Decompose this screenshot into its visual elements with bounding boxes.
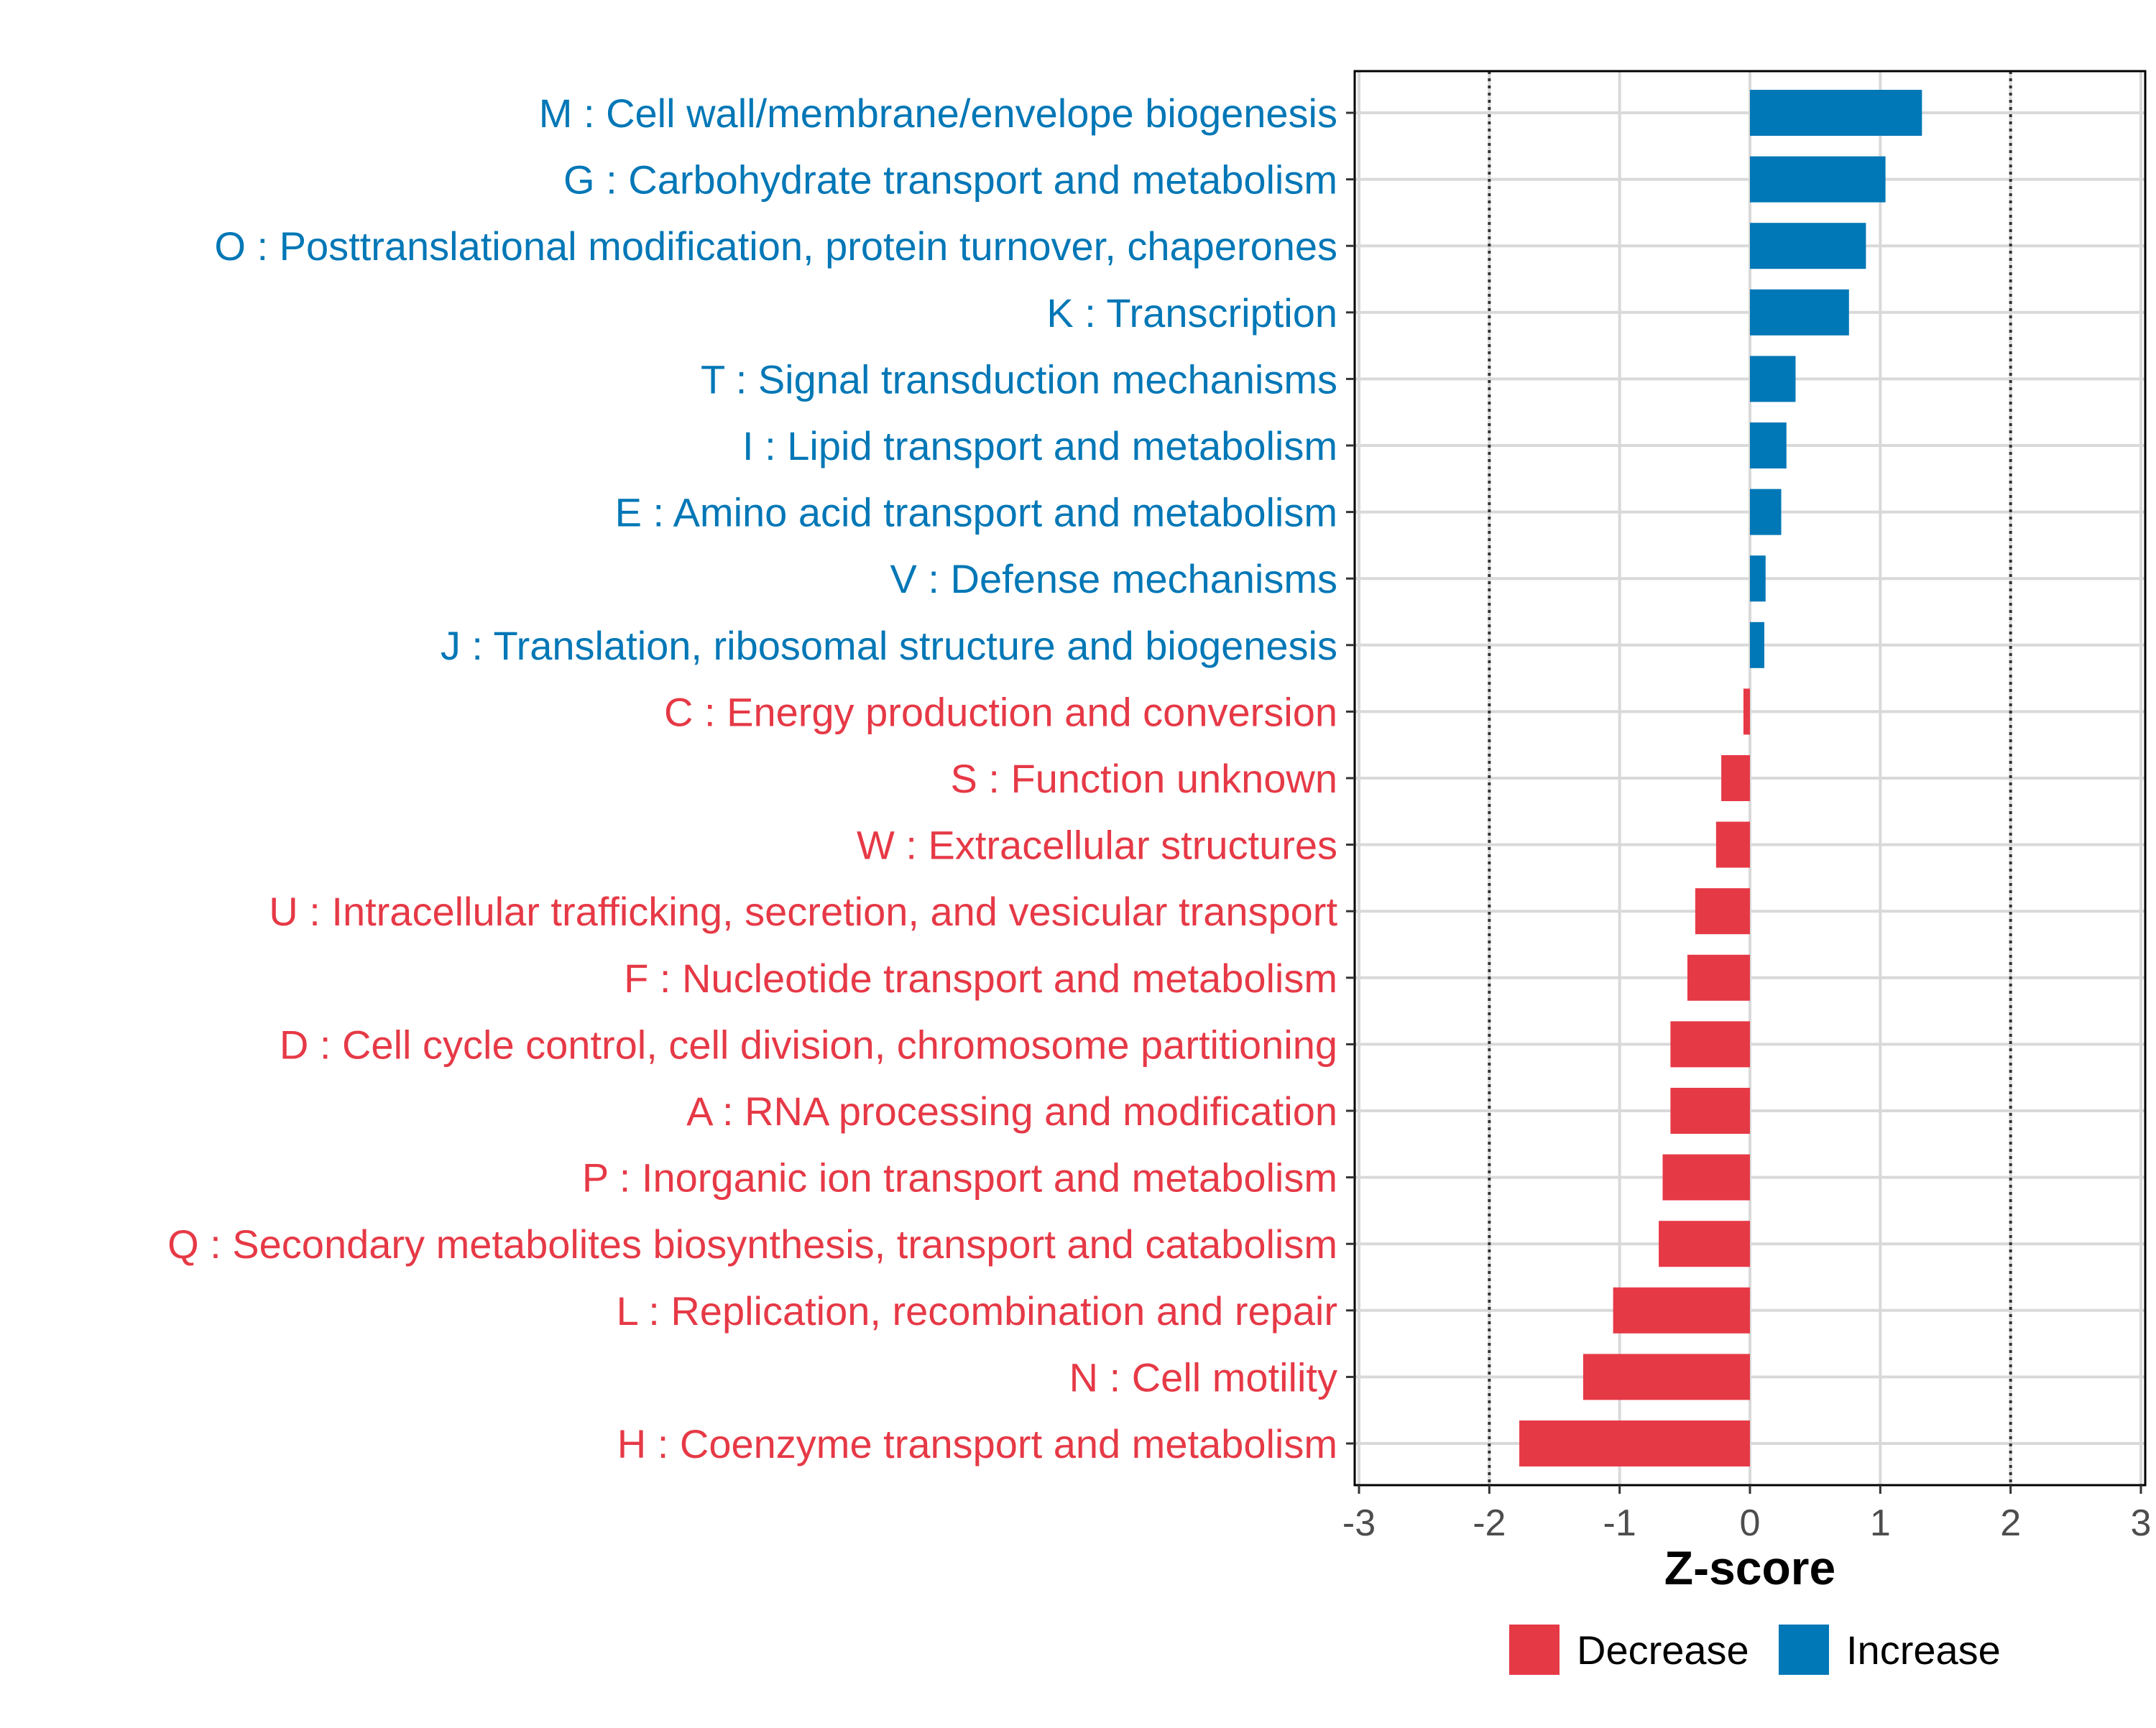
category-label: Q : Secondary metabolites biosynthesis, … [167,1221,1337,1267]
reference-lines [1488,71,2012,1485]
bar [1613,1287,1750,1334]
category-label: I : Lipid transport and metabolism [742,423,1337,468]
x-tick-label: 0 [1740,1502,1761,1544]
bar [1750,422,1787,468]
category-label: F : Nucleotide transport and metabolism [624,956,1337,1001]
category-label: K : Transcription [1046,290,1337,336]
bars [1519,90,1922,1466]
bar [1750,622,1764,668]
bar [1670,1088,1750,1134]
bar [1721,755,1750,801]
y-axis-ticks [1346,111,1355,1445]
bar [1695,888,1750,935]
category-label: O : Posttranslational modification, prot… [214,223,1337,269]
category-label: L : Replication, recombination and repai… [617,1288,1337,1334]
category-label: M : Cell wall/membrane/envelope biogenes… [539,91,1337,136]
bar [1715,821,1750,868]
x-tick-label: 1 [1870,1502,1891,1544]
bar [1750,223,1866,269]
bar [1662,1154,1750,1201]
category-label: S : Function unknown [950,756,1337,801]
bar [1519,1420,1750,1466]
y-axis-labels: M : Cell wall/membrane/envelope biogenes… [167,91,1337,1466]
category-label: C : Energy production and conversion [664,689,1337,734]
category-label: W : Extracellular structures [857,823,1337,868]
category-label: U : Intracellular trafficking, secretion… [269,889,1337,934]
x-tick-label: 3 [2131,1502,2152,1544]
x-tick-label: 2 [2000,1502,2021,1544]
category-label: H : Coenzyme transport and metabolism [617,1421,1337,1466]
category-label: T : Signal transduction mechanisms [701,356,1337,402]
category-label: E : Amino acid transport and metabolism [615,490,1337,535]
category-label: J : Translation, ribosomal structure and… [441,623,1337,668]
bar [1750,356,1796,402]
x-tick-label: -3 [1342,1502,1376,1544]
legend-label: Increase [1846,1627,2001,1673]
legend: Decrease Increase [1509,1625,2001,1675]
bar [1750,90,1922,136]
legend-swatch [1509,1625,1560,1675]
category-label: V : Defense mechanisms [890,556,1337,601]
bar [1750,289,1849,336]
legend-label: Decrease [1577,1627,1749,1673]
category-label: A : RNA processing and modification [686,1089,1337,1134]
category-label: P : Inorganic ion transport and metaboli… [582,1155,1337,1201]
category-label: D : Cell cycle control, cell division, c… [280,1022,1337,1067]
category-label: N : Cell motility [1069,1354,1337,1400]
bar [1687,954,1750,1001]
legend-swatch [1779,1625,1829,1675]
bar [1659,1221,1750,1267]
bar [1670,1021,1750,1068]
bar [1583,1354,1750,1400]
bar [1750,156,1886,203]
category-label: G : Carbohydrate transport and metabolis… [563,157,1337,203]
x-tick-label: -2 [1473,1502,1506,1544]
x-axis-tick-labels: -3 -2 -1 0 1 2 3 [1342,1502,2152,1544]
x-axis-ticks [1358,1485,2142,1494]
bar [1750,489,1782,535]
bar [1743,688,1750,735]
x-axis-title: Z-score [1664,1541,1835,1594]
bar [1750,555,1766,602]
x-tick-label: -1 [1603,1502,1636,1544]
